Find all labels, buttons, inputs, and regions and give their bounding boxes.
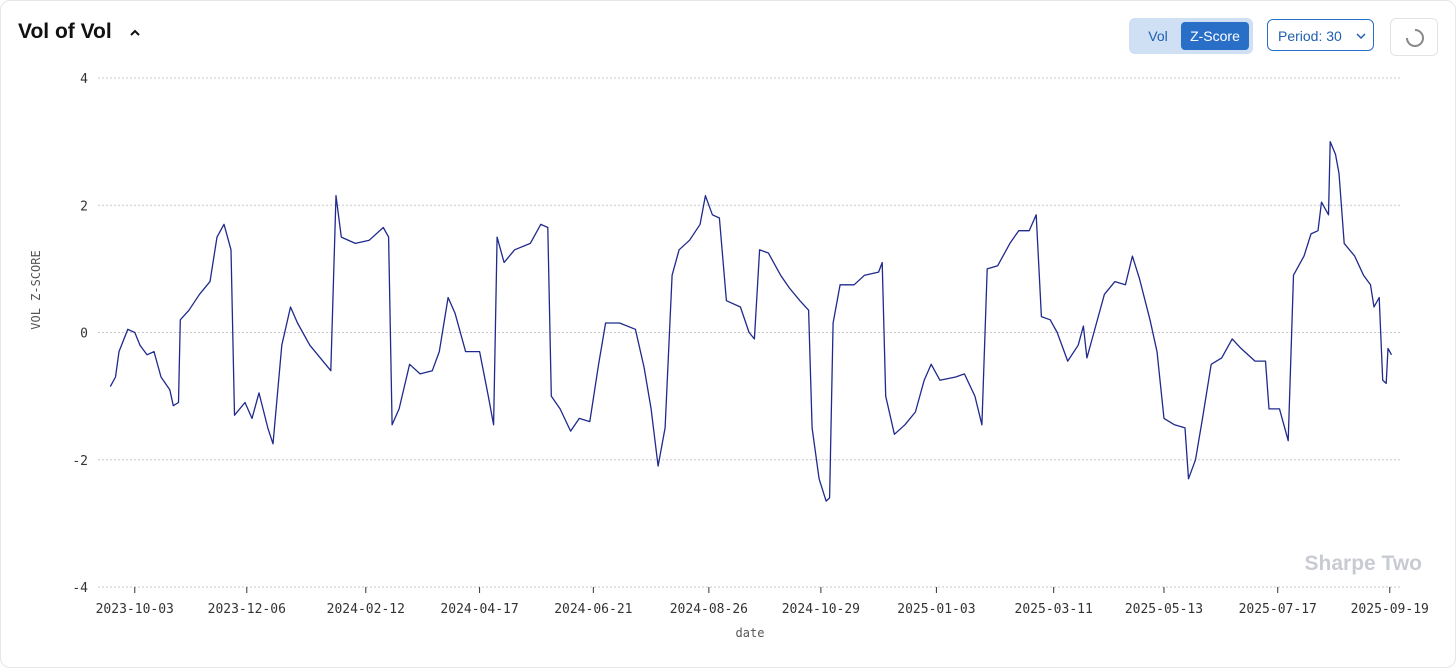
- mode-toggle: Vol Z-Score: [1129, 18, 1253, 54]
- x-tick-label: 2025-07-17: [1239, 602, 1317, 617]
- x-tick-label: 2024-02-12: [327, 602, 405, 617]
- refresh-button[interactable]: [1390, 18, 1438, 56]
- watermark: Sharpe Two: [1305, 552, 1422, 575]
- x-tick-label: 2024-06-21: [554, 602, 632, 617]
- y-axis-label: VOL Z-SCORE: [29, 250, 43, 329]
- x-tick-label: 2025-09-19: [1351, 602, 1429, 617]
- data-line: [109, 140, 1393, 502]
- collapse-icon[interactable]: [128, 26, 142, 40]
- period-label: Period: 30: [1278, 28, 1342, 44]
- zscore-button[interactable]: Z-Score: [1181, 22, 1249, 50]
- x-tick-label: 2023-10-03: [96, 602, 174, 617]
- x-tick-label: 2025-05-13: [1125, 602, 1203, 617]
- x-tick-label: 2025-01-03: [897, 602, 975, 617]
- period-select[interactable]: Period: 30: [1267, 19, 1374, 51]
- y-tick-label: 4: [80, 72, 88, 87]
- dropdown-icon: [1356, 33, 1366, 40]
- x-tick-label: 2024-04-17: [440, 602, 518, 617]
- y-tick-label: 0: [80, 327, 88, 342]
- spinner-icon: [1406, 29, 1424, 47]
- x-tick-label: 2025-03-11: [1015, 602, 1093, 617]
- vol-button[interactable]: Vol: [1148, 28, 1168, 44]
- y-tick-label: -4: [72, 581, 88, 596]
- y-tick-label: 2: [80, 199, 88, 214]
- x-tick-label: 2024-10-29: [782, 602, 860, 617]
- x-axis-label: date: [736, 626, 765, 640]
- x-tick-label: 2024-08-26: [670, 602, 748, 617]
- x-tick-label: 2023-12-06: [208, 602, 286, 617]
- y-tick-label: -2: [72, 454, 88, 469]
- title: Vol of Vol: [18, 20, 112, 43]
